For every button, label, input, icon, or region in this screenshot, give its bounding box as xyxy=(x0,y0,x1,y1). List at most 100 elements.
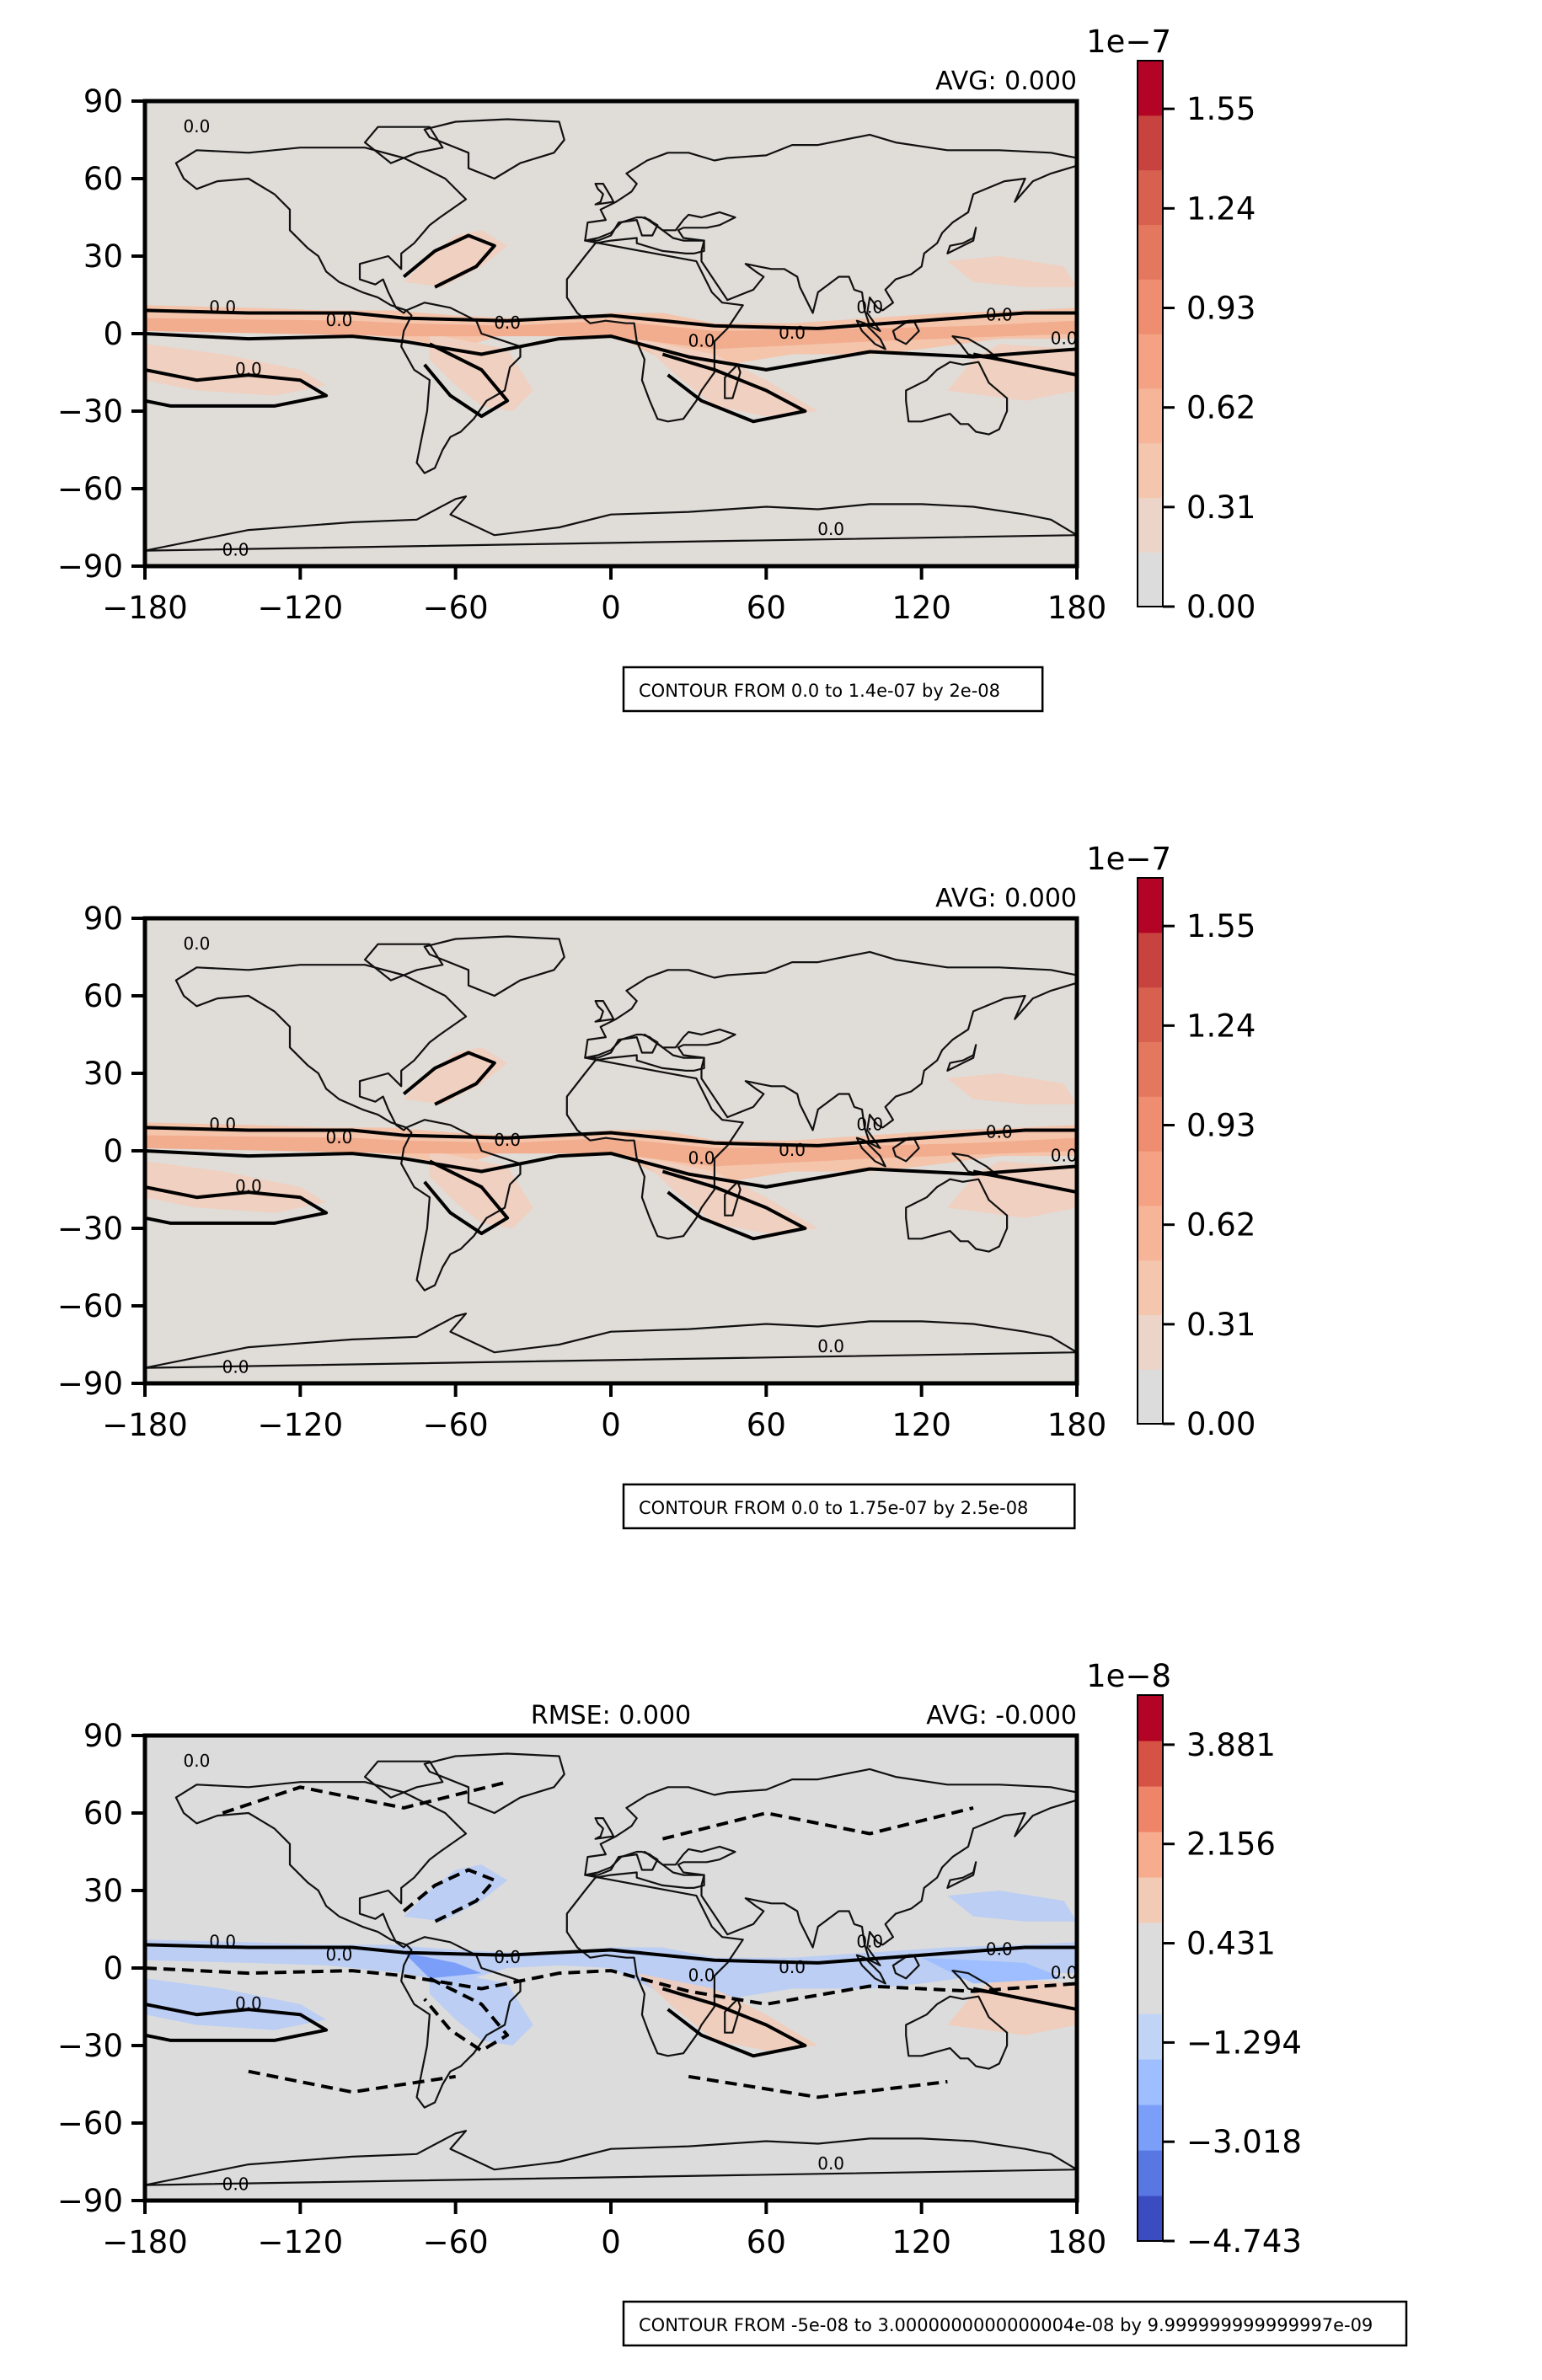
contour-note-box xyxy=(622,666,1044,713)
contour-line xyxy=(145,332,1077,372)
colorbar-segment xyxy=(1138,442,1163,498)
y-tick-label: −90 xyxy=(57,548,123,585)
colorbar-segment xyxy=(1138,1786,1163,1832)
field-band xyxy=(145,344,327,396)
contour-label: 0.0 xyxy=(688,1147,715,1168)
contour-label: 0.0 xyxy=(817,1336,844,1356)
contour-label: 0.0 xyxy=(688,330,715,350)
coastline xyxy=(423,118,565,180)
contour-line xyxy=(402,1051,496,1106)
coastline xyxy=(364,126,444,164)
field-band xyxy=(429,1151,533,1228)
contour-label: 0.0 xyxy=(494,313,521,333)
colorbar-tick-label: 0.62 xyxy=(1186,1207,1256,1243)
field-band xyxy=(145,1939,1077,2004)
y-tick-label: −60 xyxy=(57,1288,123,1324)
x-tick-label: 60 xyxy=(747,590,786,626)
field-band xyxy=(947,344,1077,401)
colorbar-tick-label: −3.018 xyxy=(1186,2124,1302,2160)
colorbar-tick-label: 0.93 xyxy=(1186,291,1256,327)
coastline xyxy=(584,133,1077,332)
y-tick-label: −60 xyxy=(57,2105,123,2142)
y-tick-label: 60 xyxy=(83,978,123,1014)
panel-2: 0.0 0.0 0.0 0.0 0.0 0.0 0.0 0.0 0.0 0.0 0.0 0.0 90 60… xyxy=(57,841,1256,1530)
contour-line xyxy=(145,1149,1077,1189)
coastline xyxy=(145,2130,1077,2186)
coastlines xyxy=(145,935,1077,1369)
contour-line xyxy=(661,352,807,424)
contour-line xyxy=(222,1780,508,1815)
coastline xyxy=(594,1817,615,1840)
x-tick-label: −60 xyxy=(423,1407,489,1443)
colorbar-segment xyxy=(1138,1968,1163,2014)
coastline xyxy=(946,1861,977,1889)
contour-note-box xyxy=(622,2300,1408,2347)
field-band xyxy=(145,305,1077,370)
colorbar-segment xyxy=(1138,279,1163,334)
field-band xyxy=(947,256,1077,287)
field-core xyxy=(404,1952,482,1979)
contour-note: CONTOUR FROM 0.0 to 1.4e-07 by 2e-08 xyxy=(639,681,1000,701)
contour-line xyxy=(688,2074,948,2099)
y-tick-label: −90 xyxy=(57,1366,123,1402)
colorbar-segment xyxy=(1138,932,1163,988)
coastline xyxy=(594,183,615,206)
colorbar-segment xyxy=(1138,1260,1163,1315)
colorbar-segment xyxy=(1138,1314,1163,1370)
colorbar-segment xyxy=(1138,2059,1163,2105)
field-band xyxy=(429,334,533,411)
coastline xyxy=(724,363,742,399)
x-tick-label: 180 xyxy=(1047,2224,1107,2260)
contour-line xyxy=(145,2002,329,2042)
colorbar-exponent: 1e−8 xyxy=(1086,1658,1171,1694)
colorbar-segment xyxy=(1138,1832,1163,1878)
coastline xyxy=(400,1936,522,2109)
colorbar-tick-label: 1.24 xyxy=(1186,190,1256,227)
y-tick-label: −60 xyxy=(57,471,123,507)
contours xyxy=(145,233,1077,424)
contour-label: 0.0 xyxy=(222,1357,249,1377)
coastline xyxy=(364,1760,444,1799)
field-band xyxy=(429,1968,533,2046)
y-tick-label: 90 xyxy=(83,83,123,120)
colorbar-segment xyxy=(1138,1041,1163,1097)
colorbar-segment xyxy=(1138,224,1163,280)
x-tick-label: 0 xyxy=(601,2224,621,2260)
contour-line xyxy=(972,352,1077,377)
x-tick-label: −60 xyxy=(423,590,489,626)
colorbar-segment xyxy=(1138,115,1163,171)
coastline xyxy=(174,147,468,314)
contour-note: CONTOUR FROM -5e-08 to 3.000000000000000… xyxy=(639,2315,1373,2335)
contour-label: 0.0 xyxy=(986,1939,1013,1960)
x-tick-label: 60 xyxy=(747,2224,786,2260)
coastline xyxy=(905,1995,1009,2070)
coastline xyxy=(145,495,1077,552)
contour-label: 0.0 xyxy=(856,1931,883,1951)
contours xyxy=(145,1051,1077,1241)
colorbar-tick-label: 1.55 xyxy=(1186,908,1256,944)
coastline xyxy=(855,319,886,350)
y-tick-label: 0 xyxy=(103,1133,123,1169)
contour-line xyxy=(145,308,1077,330)
contour-label: 0.0 xyxy=(326,310,353,330)
field-band xyxy=(636,1156,818,1234)
x-tick-label: 120 xyxy=(891,590,951,626)
coastline xyxy=(174,1781,468,1949)
contour-label: 0.0 xyxy=(326,1944,353,1965)
field-band xyxy=(404,230,508,287)
contour-line xyxy=(661,1987,807,2058)
colorbar-tick-label: 0.431 xyxy=(1186,1926,1276,1962)
contour-line xyxy=(423,342,510,419)
contour-label: 0.0 xyxy=(494,1947,521,1967)
contour-label: 0.0 xyxy=(779,1140,806,1160)
coastline xyxy=(584,950,1077,1149)
contour-label: 0.0 xyxy=(688,1965,715,1985)
contour-line xyxy=(661,1805,974,1841)
contour-label: 0.0 xyxy=(986,1122,1013,1142)
contour-label: 0.0 xyxy=(779,323,806,343)
coastline xyxy=(400,1119,522,1292)
contour-label: 0.0 xyxy=(817,519,844,539)
y-tick-label: −30 xyxy=(57,1211,123,1247)
colorbar-tick-label: 1.55 xyxy=(1186,91,1256,127)
contour-label: 0.0 xyxy=(817,2153,844,2174)
